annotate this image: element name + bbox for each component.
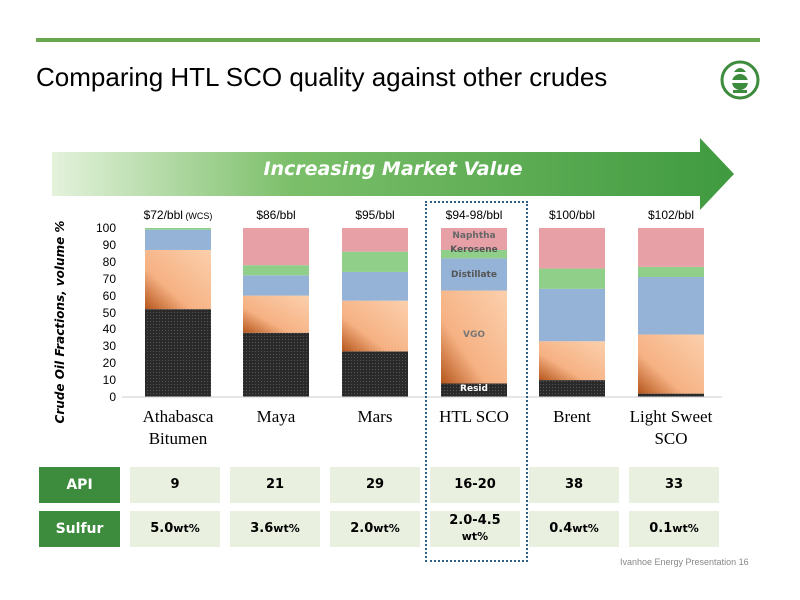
- price-label: $94-98/bbl: [445, 208, 503, 222]
- bar-segment-distillate: [539, 288, 605, 342]
- bar-segment-distillate: [342, 271, 408, 301]
- bar-segment-naphtha: [342, 228, 408, 252]
- bar-segment-kerosene: [638, 266, 704, 278]
- bar-segment-vgo: [243, 295, 309, 333]
- arrow-label: Increasing Market Value: [263, 158, 523, 180]
- price-label: $72/bbl (WCS): [143, 208, 213, 222]
- table-cell: 2.0-4.5 wt%: [430, 511, 520, 547]
- bar-segment-naphtha: [638, 228, 704, 267]
- segment-label-distillate: Distillate: [451, 270, 497, 280]
- category-label: Maya: [256, 407, 296, 426]
- y-tick-label: 80: [102, 254, 116, 269]
- segment-label-naphtha: Naphtha: [452, 231, 496, 241]
- table-row-header: API: [39, 467, 120, 503]
- category-label: Brent: [553, 407, 591, 426]
- segment-label-kerosene: Kerosene: [450, 245, 498, 255]
- price-label: $100/bbl: [548, 208, 596, 222]
- bar-segment-resid: [342, 351, 408, 397]
- bar-segment-resid: [638, 393, 704, 397]
- bar-segment-distillate: [638, 277, 704, 335]
- bar-segment-vgo: [638, 334, 704, 394]
- table-cell: 3.6 wt%: [230, 511, 320, 547]
- bar-segment-vgo: [441, 290, 507, 384]
- company-logo-icon: [720, 60, 760, 100]
- table-cell: 9: [130, 467, 220, 503]
- y-tick-label: 70: [102, 271, 116, 286]
- table-cell: 33: [629, 467, 719, 503]
- y-tick-label: 10: [102, 373, 116, 388]
- table-row-header: Sulfur: [39, 511, 120, 547]
- category-label: Light Sweet SCO: [629, 407, 713, 448]
- bar-segment-kerosene: [342, 251, 408, 272]
- bar-segment-kerosene: [539, 268, 605, 289]
- table-cell: 21: [230, 467, 320, 503]
- segment-label-resid: Resid: [460, 384, 488, 394]
- htl-sco-highlight-box: [425, 201, 528, 562]
- bar-segment-resid: [441, 383, 507, 397]
- y-tick-label: 90: [102, 237, 116, 252]
- table-cell: 0.4 wt%: [529, 511, 619, 547]
- slide-title: Comparing HTL SCO quality against other …: [36, 62, 608, 92]
- bar-segment-resid: [145, 309, 211, 397]
- bar-segment-distillate: [243, 275, 309, 296]
- bar-segment-naphtha: [243, 228, 309, 266]
- y-tick-label: 40: [102, 322, 116, 337]
- bar-segment-vgo: [539, 341, 605, 381]
- table-cell: 5.0 wt%: [130, 511, 220, 547]
- price-label: $95/bbl: [355, 208, 395, 222]
- y-tick-label: 60: [102, 288, 116, 303]
- table-cell: 2.0 wt%: [330, 511, 420, 547]
- price-label: $86/bbl: [256, 208, 296, 222]
- table-cell: 0.1 wt%: [629, 511, 719, 547]
- slide-footer: Ivanhoe Energy Presentation 16: [620, 557, 749, 567]
- bar-segment-kerosene: [441, 249, 507, 259]
- y-tick-label: 50: [102, 305, 116, 320]
- table-cell: 38: [529, 467, 619, 503]
- bar-segment-distillate: [441, 258, 507, 291]
- table-cell: 16-20: [430, 467, 520, 503]
- segment-label-vgo: VGO: [462, 330, 485, 340]
- category-label: HTL SCO: [439, 407, 509, 426]
- bar-segment-distillate: [145, 229, 211, 250]
- y-tick-label: 30: [102, 339, 116, 354]
- market-value-arrow: [52, 138, 734, 210]
- bar-segment-vgo: [145, 249, 211, 310]
- bar-segment-naphtha: [539, 228, 605, 269]
- price-label: $102/bbl: [647, 208, 695, 222]
- y-tick-label: 0: [109, 390, 116, 404]
- bar-segment-kerosene: [145, 228, 211, 230]
- bar-segment-resid: [539, 380, 605, 397]
- bar-segment-resid: [243, 332, 309, 397]
- bar-segment-vgo: [342, 300, 408, 352]
- y-tick-label: 20: [102, 356, 116, 371]
- y-tick-label: 100: [95, 221, 116, 235]
- bar-segment-kerosene: [243, 265, 309, 276]
- bar-segment-naphtha: [441, 228, 507, 250]
- category-label: Athabasca Bitumen: [142, 407, 214, 448]
- table-cell: 29: [330, 467, 420, 503]
- top-divider: [36, 38, 760, 42]
- category-label: Mars: [357, 407, 393, 426]
